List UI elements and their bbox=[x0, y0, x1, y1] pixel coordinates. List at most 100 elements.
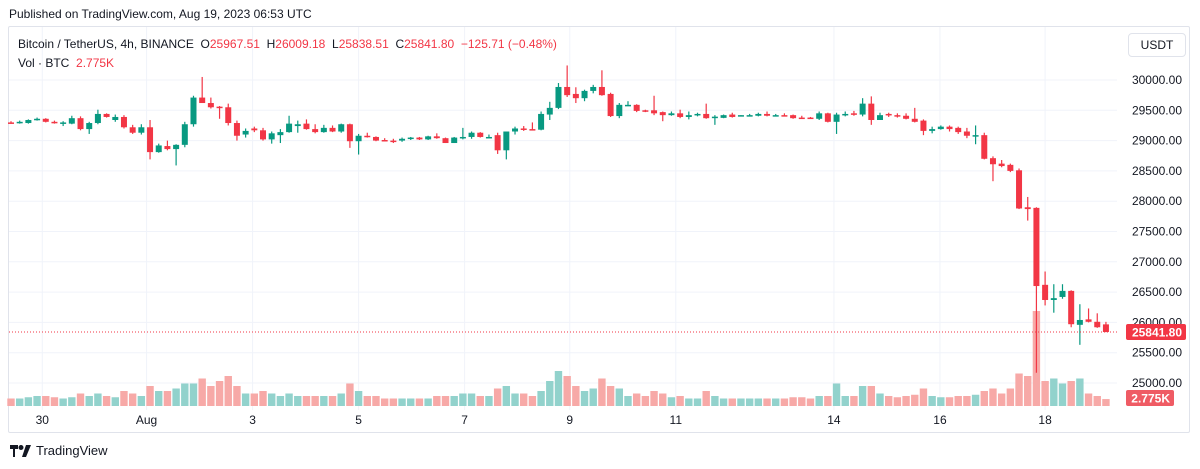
close-value: 25841.80 bbox=[404, 37, 455, 51]
price-tick-label: 27500.00 bbox=[1132, 225, 1182, 239]
time-axis: 30 Aug 3 5 7 9 11 14 16 18 bbox=[36, 413, 1052, 427]
candle-down bbox=[1102, 324, 1109, 332]
volume-bar bbox=[424, 398, 432, 406]
volume-bar bbox=[320, 396, 328, 406]
volume-bar bbox=[380, 398, 389, 406]
candle-down bbox=[51, 121, 58, 124]
candle-down bbox=[442, 138, 449, 144]
volume-bar bbox=[676, 396, 684, 406]
volume-bar bbox=[728, 398, 736, 406]
candle-down bbox=[807, 117, 814, 120]
published-caption: Published on TradingView.com, Aug 19, 20… bbox=[9, 7, 312, 21]
volume-bar bbox=[632, 393, 641, 406]
candle-down bbox=[764, 113, 771, 116]
volume-bar bbox=[1067, 381, 1075, 406]
volume-bar bbox=[363, 396, 371, 406]
volume-bar bbox=[528, 396, 537, 406]
last-price-label: 25841.80 bbox=[1132, 325, 1182, 339]
candle-down bbox=[529, 129, 536, 131]
candle-up bbox=[711, 116, 718, 119]
volume-bar bbox=[919, 388, 928, 406]
low-label: L bbox=[332, 37, 339, 51]
candle-down bbox=[260, 130, 267, 140]
volume-bar bbox=[250, 393, 259, 406]
volume-bar bbox=[128, 393, 137, 406]
candle-up bbox=[155, 145, 162, 153]
candle-down bbox=[998, 163, 1005, 167]
high-value: 26009.18 bbox=[275, 37, 326, 51]
candle-up bbox=[755, 113, 762, 116]
candle-down bbox=[677, 113, 684, 117]
candle-down bbox=[303, 123, 310, 130]
candle-down bbox=[207, 103, 214, 108]
candle-down bbox=[651, 110, 658, 114]
chart-legend: Bitcoin / TetherUS, 4h, BINANCE O25967.5… bbox=[18, 35, 557, 73]
time-tick-label: 30 bbox=[36, 413, 50, 427]
symbol-title[interactable]: Bitcoin / TetherUS, 4h, BINANCE bbox=[18, 37, 194, 51]
candle-up bbox=[1059, 290, 1066, 297]
candle-up bbox=[746, 115, 753, 117]
candle-up bbox=[624, 104, 631, 107]
candle-up bbox=[668, 113, 675, 116]
volume-bar bbox=[493, 388, 502, 406]
volume-bar bbox=[389, 398, 398, 406]
candle-up bbox=[816, 113, 823, 119]
tradingview-logo[interactable]: TradingView bbox=[10, 443, 108, 458]
volume-bar bbox=[15, 398, 24, 406]
logo-text: TradingView bbox=[36, 443, 108, 458]
volume-bar bbox=[276, 396, 285, 406]
candle-up bbox=[937, 126, 944, 130]
candle-down bbox=[233, 123, 240, 136]
open-value: 25967.51 bbox=[209, 37, 260, 51]
volume-bar bbox=[76, 393, 85, 406]
price-change: −125.71 (−0.48%) bbox=[460, 37, 557, 51]
volume-bar bbox=[989, 388, 997, 406]
candle-down bbox=[225, 107, 232, 124]
volume-bar bbox=[858, 386, 867, 406]
volume-bar bbox=[893, 397, 902, 406]
volume-bar bbox=[737, 398, 745, 406]
volume-bar bbox=[459, 393, 467, 406]
volume-bar bbox=[867, 386, 876, 406]
volume-bar bbox=[259, 391, 267, 406]
volume-bar bbox=[302, 396, 311, 406]
candle-down bbox=[329, 127, 336, 132]
currency-button[interactable]: USDT bbox=[1128, 33, 1186, 57]
volume-bar bbox=[1006, 388, 1015, 406]
volume-bar bbox=[7, 398, 15, 406]
volume-bar bbox=[511, 393, 519, 406]
volume-bar bbox=[294, 396, 302, 406]
candle-up bbox=[451, 137, 458, 144]
candle-down bbox=[659, 112, 666, 116]
volume-bar bbox=[884, 396, 893, 406]
candle-down bbox=[147, 127, 154, 153]
candle-down bbox=[129, 127, 136, 133]
candle-down bbox=[798, 117, 805, 120]
volume-bar bbox=[945, 397, 954, 406]
candle-down bbox=[572, 93, 579, 99]
candle-up bbox=[1076, 319, 1083, 325]
candle-up bbox=[720, 115, 727, 118]
volume-bar bbox=[1102, 399, 1110, 406]
time-tick-label: 16 bbox=[933, 413, 947, 427]
candle-down bbox=[346, 124, 353, 142]
candle-down bbox=[164, 146, 171, 150]
volume-bar bbox=[598, 378, 606, 406]
candle-down bbox=[963, 131, 970, 136]
chart-frame bbox=[8, 26, 1190, 433]
volume-value: 2.775K bbox=[76, 56, 115, 70]
volume-bar bbox=[667, 397, 676, 406]
last-price-badge bbox=[1126, 323, 1186, 340]
volume-bar bbox=[241, 393, 250, 406]
candle-up bbox=[538, 113, 545, 130]
volume-bar bbox=[485, 396, 493, 406]
volume-bar bbox=[233, 386, 241, 406]
volume-bar bbox=[520, 393, 528, 406]
volume-label[interactable]: Vol · BTC bbox=[18, 56, 70, 70]
candle-up bbox=[581, 90, 588, 99]
volume-bar bbox=[94, 393, 102, 406]
volume-bar bbox=[763, 398, 771, 406]
volume-bar bbox=[798, 397, 806, 406]
volume-bars bbox=[7, 311, 1110, 406]
